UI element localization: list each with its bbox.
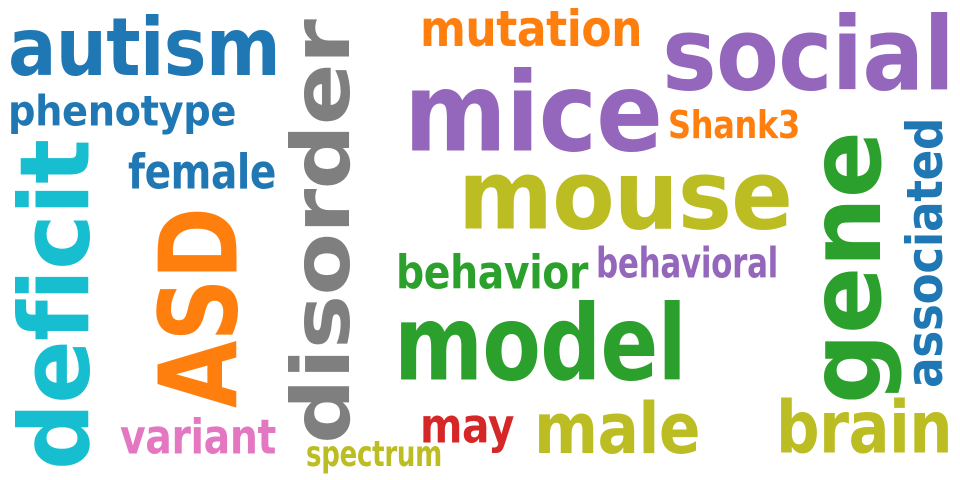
word-mutation: mutation [420, 0, 642, 58]
word-disorder: disorder [274, 20, 369, 445]
word-gene: gene [787, 132, 904, 404]
word-variant: variant [120, 408, 276, 465]
word-deficit: deficit [0, 140, 112, 471]
word-behavior: behavior [396, 245, 588, 300]
word-associated: associated [895, 117, 955, 388]
word-autism: autism [8, 0, 281, 95]
word-asd: ASD [136, 208, 263, 408]
word-social: social [662, 0, 955, 115]
word-mice: mice [404, 48, 663, 177]
word-shank3: Shank3 [668, 102, 800, 148]
word-may: may [420, 397, 514, 454]
word-behavioral: behavioral [596, 238, 778, 288]
word-male: male [534, 387, 701, 470]
word-mouse: mouse [458, 139, 793, 252]
word-model: model [394, 282, 687, 405]
word-female: female [128, 143, 276, 200]
word-brain: brain [776, 385, 953, 470]
word-phenotype: phenotype [8, 86, 236, 136]
word-spectrum: spectrum [306, 432, 442, 475]
